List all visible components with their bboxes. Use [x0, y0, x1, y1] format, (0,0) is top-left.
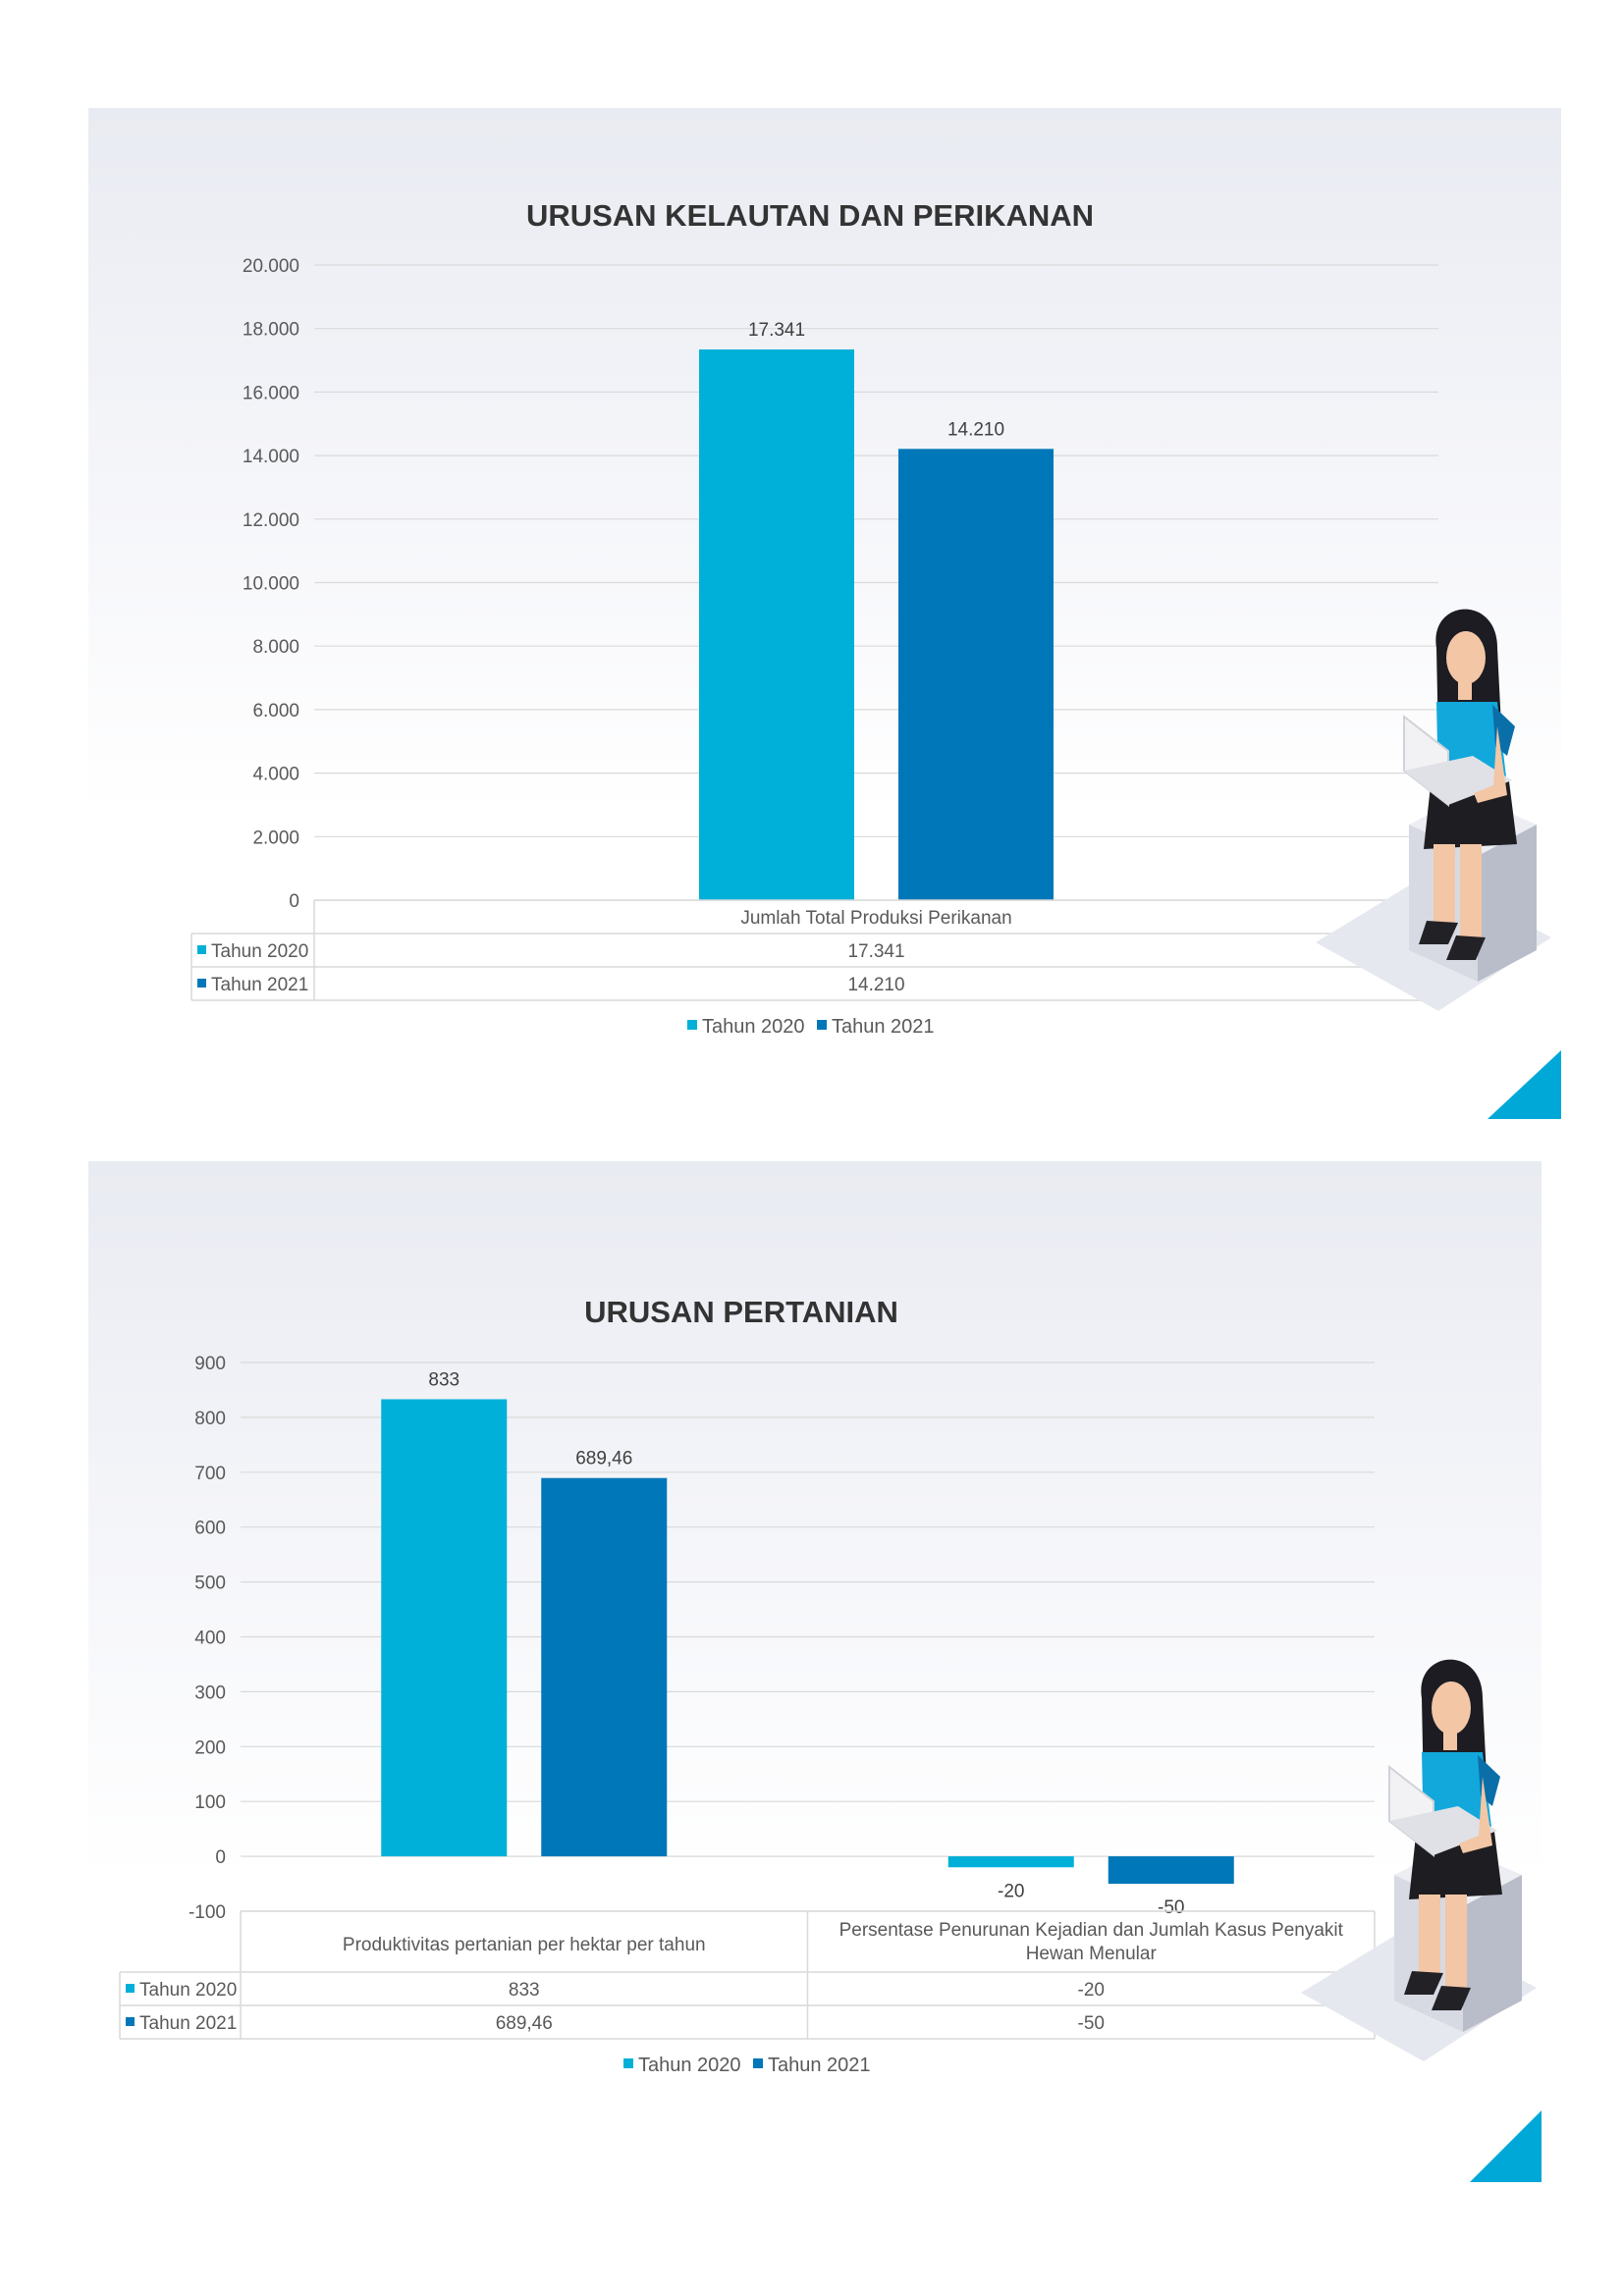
y-tick-label: 12.000: [243, 510, 299, 531]
y-tick-label: 8.000: [252, 637, 299, 658]
legend: Tahun 2020 Tahun 2021: [687, 1016, 935, 1038]
legend: Tahun 2020 Tahun 2021: [623, 2055, 871, 2076]
table-cell-value: 689,46: [496, 2013, 553, 2034]
data-label: -50: [1158, 1897, 1184, 1918]
y-tick-label: 16.000: [243, 383, 299, 403]
legend-label: Tahun 2020: [638, 2055, 741, 2076]
table-cell-value: -50: [1078, 2013, 1105, 2034]
chart-panel-pertanian: [88, 1161, 1542, 2182]
data-label: 17.341: [748, 320, 805, 341]
data-label: 689,46: [575, 1449, 632, 1469]
woman-with-laptop-illustration-2: [1301, 1659, 1537, 2061]
table-series-name: Tahun 2021: [139, 2013, 237, 2034]
y-tick-label: 500: [194, 1574, 226, 1594]
y-tick-label: 600: [194, 1519, 226, 1539]
corner-triangle-2: [1470, 2110, 1542, 2182]
face: [1432, 1682, 1471, 1735]
table-series-name: Tahun 2020: [139, 1980, 237, 2001]
table-series-name: Tahun 2021: [211, 975, 308, 995]
data-label: -20: [998, 1881, 1024, 1901]
bar-tahun-2020: [381, 1399, 508, 1857]
legend-swatch: [753, 2058, 763, 2068]
neck: [1443, 1733, 1457, 1750]
box-right: [1478, 825, 1537, 982]
category-label: Hewan Menular: [1026, 1944, 1158, 1964]
y-tick-label: 6.000: [252, 701, 299, 721]
y-tick-label: 200: [194, 1737, 226, 1758]
table-legend-swatch: [126, 1984, 135, 1993]
shoe-right: [1446, 935, 1486, 960]
legend-label: Tahun 2020: [702, 1016, 805, 1038]
chart-title: URUSAN PERTANIAN: [584, 1295, 898, 1329]
y-tick-label: 300: [194, 1682, 226, 1703]
bar-tahun-2021: [898, 449, 1054, 900]
y-tick-label: 4.000: [252, 765, 299, 785]
data-table: Jumlah Total Produksi Perikanan Tahun 202…: [190, 899, 1439, 1001]
y-tick-label: 10.000: [243, 574, 299, 595]
bar-tahun-2020: [947, 1856, 1074, 1868]
box-right: [1463, 1875, 1522, 2032]
legend-swatch: [623, 2058, 633, 2068]
data-table: Produktivitas pertanian per hektar per t…: [119, 1910, 1376, 2040]
y-tick-label: -100: [189, 1902, 226, 1923]
legend-swatch: [817, 1020, 827, 1030]
chart-title: URUSAN KELAUTAN DAN PERIKANAN: [526, 198, 1094, 233]
table-cell-value: 17.341: [847, 941, 904, 962]
table-cell-value: 14.210: [847, 975, 904, 995]
y-tick-label: 400: [194, 1629, 226, 1649]
laptop-base: [1389, 1806, 1497, 1855]
bar-tahun-2021: [1108, 1856, 1234, 1885]
y-tick-label: 20.000: [243, 256, 299, 277]
legend-swatch: [687, 1020, 697, 1030]
woman-with-laptop-illustration-1: [1316, 609, 1551, 1011]
arm: [1474, 726, 1507, 803]
leg-left: [1419, 1895, 1440, 1973]
corner-triangle-1: [1488, 1050, 1561, 1119]
y-tick-label: 100: [194, 1792, 226, 1813]
table-legend-swatch: [197, 945, 206, 954]
y-tick-label: 800: [194, 1409, 226, 1429]
y-tick-label: 14.000: [243, 447, 299, 467]
chart-2: URUSAN PERTANIAN -100 0 100 200 300 400 500 600 7…: [119, 1295, 1376, 2076]
y-tick-label: 0: [215, 1847, 226, 1868]
table-series-name: Tahun 2020: [211, 941, 308, 962]
laptop-base: [1404, 756, 1512, 805]
y-tick-label: 0: [289, 891, 299, 912]
legend-label: Tahun 2021: [832, 1016, 935, 1038]
data-label: 14.210: [947, 419, 1004, 440]
table-cell-value: -20: [1078, 1980, 1105, 2001]
y-tick-label: 900: [194, 1354, 226, 1374]
leg-right: [1445, 1895, 1467, 1988]
y-tick-label: 2.000: [252, 828, 299, 848]
category-label: Jumlah Total Produksi Perikanan: [740, 908, 1011, 929]
shoe-right: [1432, 1986, 1471, 2010]
bar-tahun-2021: [541, 1477, 668, 1857]
shoe-left: [1419, 921, 1458, 944]
bar-tahun-2020: [699, 349, 854, 900]
neck: [1458, 682, 1472, 700]
table-legend-swatch: [197, 979, 206, 988]
chart-1: URUSAN KELAUTAN DAN PERIKANAN 0 2.000 4.000…: [190, 198, 1439, 1038]
shoe-left: [1404, 1971, 1443, 1995]
table-legend-swatch: [126, 2017, 135, 2026]
face: [1446, 631, 1486, 684]
arm: [1459, 1777, 1492, 1853]
legend-label: Tahun 2021: [768, 2055, 871, 2076]
y-tick-label: 18.000: [243, 320, 299, 341]
y-tick-label: 700: [194, 1464, 226, 1484]
table-cell-value: 833: [509, 1980, 540, 2001]
data-label: 833: [428, 1369, 460, 1390]
leg-left: [1434, 844, 1455, 923]
category-label: Persentase Penurunan Kejadian dan Jumlah…: [839, 1920, 1344, 1941]
category-label: Produktivitas pertanian per hektar per t…: [343, 1935, 706, 1955]
leg-right: [1460, 844, 1482, 937]
